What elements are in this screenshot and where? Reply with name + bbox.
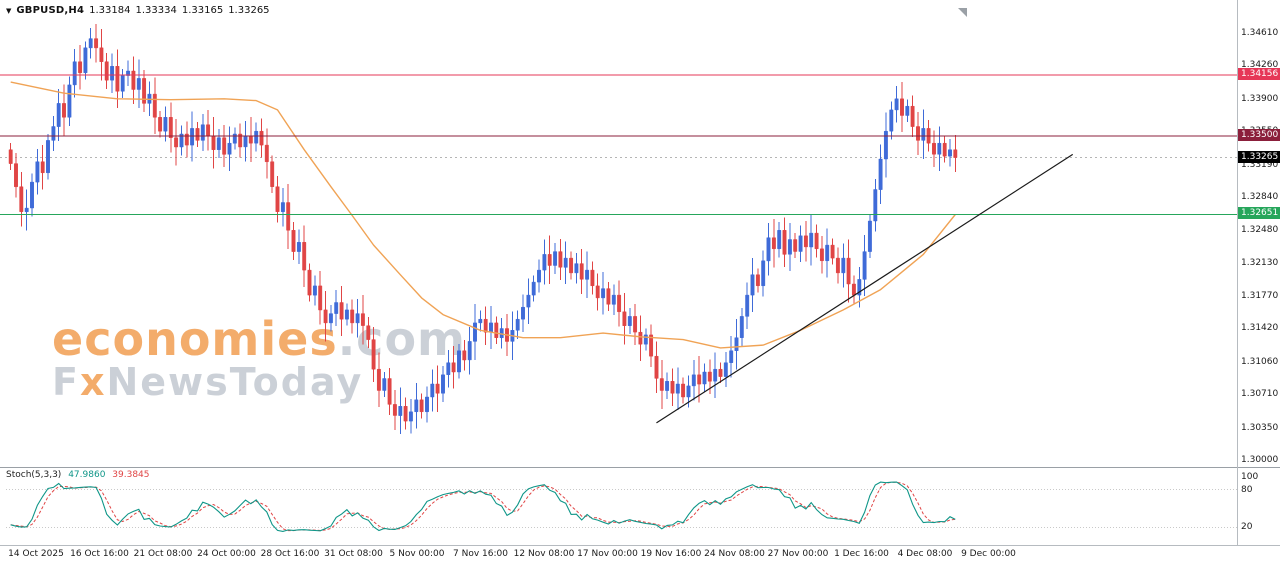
open-value: 1.33184 [89, 5, 131, 16]
price-chart-canvas[interactable] [0, 0, 1237, 467]
price-tick-label: 1.31770 [1241, 291, 1279, 302]
price-axis-separator [1237, 0, 1238, 545]
time-tick-label: 1 Dec 16:00 [834, 549, 889, 559]
time-tick-label: 31 Oct 08:00 [324, 549, 383, 559]
ohlc-values: 1.33184 1.33334 1.33165 1.33265 [89, 5, 274, 16]
time-tick-label: 5 Nov 00:00 [389, 549, 445, 559]
stoch-axis: 100 80 20 [1238, 0, 1280, 567]
price-tag: 1.33500 [1238, 128, 1280, 141]
price-tick-label: 1.33190 [1241, 159, 1279, 170]
time-tick-label: 21 Oct 08:00 [133, 549, 193, 559]
watermark: economies.com FxNewsToday [52, 316, 466, 402]
panel-separator[interactable] [0, 467, 1280, 468]
symbol-info: ▼ GBPUSD,H4 1.33184 1.33334 1.33165 1.33265 [6, 5, 275, 16]
time-axis[interactable]: 14 Oct 2025 16 Oct 16:00 21 Oct 08:00 24 Oc… [0, 549, 1237, 565]
stoch-indicator-label: Stoch(5,3,3) 47.9860 39.3845 [6, 470, 154, 480]
stoch-d-value: 39.3845 [112, 470, 150, 480]
price-tick-label: 1.31420 [1241, 323, 1279, 334]
price-tag: 1.34156 [1238, 68, 1280, 81]
time-tick-label: 14 Oct 2025 [8, 549, 64, 559]
time-tick-label: 27 Nov 00:00 [767, 549, 829, 559]
time-tick-label: 7 Nov 16:00 [453, 549, 508, 559]
watermark-line1: economies.com [52, 312, 466, 366]
high-value: 1.33334 [135, 5, 177, 16]
time-tick-label: 28 Oct 16:00 [260, 549, 320, 559]
close-value: 1.33265 [228, 5, 270, 16]
watermark-line2: FxNewsToday [52, 359, 364, 404]
price-tick-label: 1.33900 [1241, 93, 1279, 104]
price-tick-label: 1.32480 [1241, 225, 1279, 236]
time-tick-label: 16 Oct 16:00 [70, 549, 129, 559]
price-tick-label: 1.30350 [1241, 422, 1279, 433]
chart-shift-icon[interactable] [958, 8, 967, 17]
stoch-level-label: 100 [1241, 472, 1259, 482]
time-tick-label: 12 Nov 08:00 [513, 549, 575, 559]
time-axis-separator [0, 545, 1280, 546]
time-tick-label: 24 Oct 00:00 [197, 549, 256, 559]
time-tick-label: 4 Dec 08:00 [897, 549, 953, 559]
price-tag: 1.32651 [1238, 207, 1280, 220]
price-tick-label: 1.32130 [1241, 257, 1279, 268]
low-value: 1.33165 [181, 5, 224, 16]
price-tick-label: 1.31060 [1241, 356, 1279, 367]
symbol-dropdown-icon[interactable]: ▼ [6, 6, 12, 15]
time-tick-label: 24 Nov 08:00 [704, 549, 765, 559]
price-tag: 1.33265 [1238, 150, 1280, 163]
stoch-name: Stoch(5,3,3) [6, 470, 62, 480]
price-tick-label: 1.30710 [1241, 389, 1279, 400]
time-tick-label: 17 Nov 00:00 [577, 549, 638, 559]
price-tick-label: 1.34610 [1241, 28, 1279, 38]
stoch-indicator-canvas[interactable] [0, 468, 1237, 545]
price-tick-label: 1.34260 [1241, 60, 1279, 71]
price-tick-label: 1.30000 [1241, 454, 1279, 465]
stoch-level-label: 20 [1241, 522, 1253, 533]
symbol-label: GBPUSD,H4 [16, 5, 85, 16]
price-axis[interactable]: 1.346101.342601.339001.335501.331901.328… [1238, 0, 1280, 545]
time-tick-label: 19 Nov 16:00 [640, 549, 702, 559]
stoch-level-label: 80 [1241, 484, 1253, 495]
price-tick-label: 1.32840 [1241, 191, 1279, 202]
time-tick-label: 9 Dec 00:00 [961, 549, 1016, 559]
stoch-k-value: 47.9860 [68, 470, 106, 480]
